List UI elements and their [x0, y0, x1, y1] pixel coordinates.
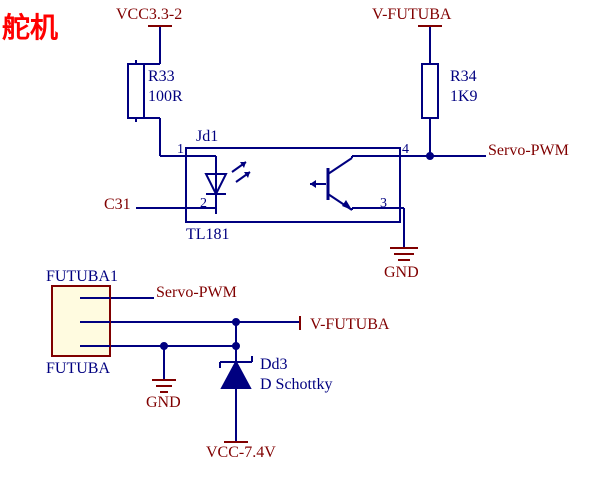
r33-symbol [128, 60, 160, 122]
r34-symbol [422, 64, 438, 118]
dd3-symbol [220, 356, 252, 388]
schematic-canvas [0, 0, 589, 502]
jd1-symbol [186, 148, 400, 222]
futuba-symbol [52, 286, 110, 356]
